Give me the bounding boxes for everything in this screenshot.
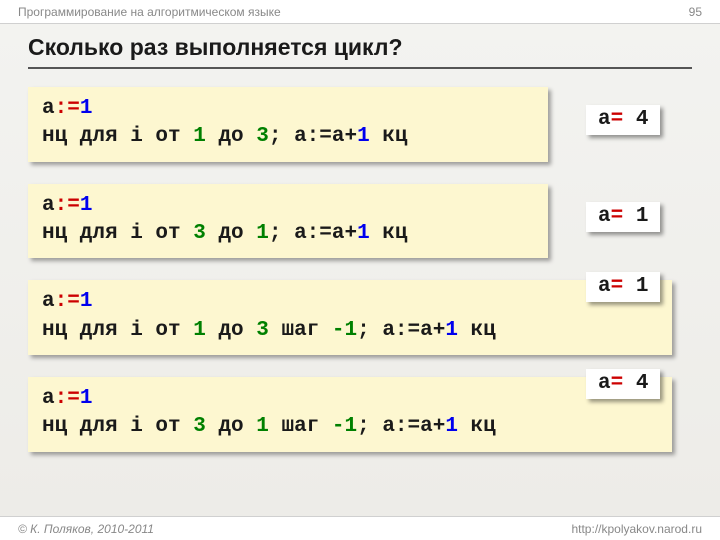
code-token: 1 [193,319,206,342]
code-line: нц для i от 3 до 1 шаг -1; a:=a+1 кц [42,413,658,441]
result-eq: = [611,372,624,395]
slide-content: Сколько раз выполняется цикл? a:=1нц для… [0,24,720,516]
footer-copyright: © К. Поляков, 2010-2011 [18,522,154,536]
code-token: кц [458,319,496,342]
code-token: до [206,319,256,342]
code-box: a:=1нц для i от 1 до 3 шаг -1; a:=a+1 кц [28,280,672,355]
result-box: a= 1 [586,272,660,302]
slide-header: Программирование на алгоритмическом язык… [0,0,720,24]
code-token: 1 [256,415,269,438]
code-token: до [206,415,256,438]
code-token: ; a:=a+ [357,415,445,438]
code-line: a:=1 [42,385,658,413]
code-token: нц для i от [42,222,193,245]
result-box: a= 4 [586,369,660,399]
code-box: a:=1нц для i от 3 до 1 шаг -1; a:=a+1 кц [28,377,672,452]
code-token: шаг [269,319,332,342]
example-row: a:=1нц для i от 1 до 3; a:=a+1 кцa= 4 [28,87,692,162]
code-token: a [42,387,55,410]
code-token: нц для i от [42,415,193,438]
result-var: a [598,205,611,228]
code-token: -1 [332,319,357,342]
code-token: нц для i от [42,125,193,148]
code-token: 1 [357,125,370,148]
header-left: Программирование на алгоритмическом язык… [18,5,281,19]
code-token: 3 [193,222,206,245]
result-var: a [598,372,611,395]
code-token: кц [458,415,496,438]
result-box: a= 1 [586,202,660,232]
code-token: кц [370,125,408,148]
example-row: a:=1нц для i от 3 до 1; a:=a+1 кцa= 1 [28,184,692,259]
result-value: 1 [623,205,648,228]
code-line: нц для i от 1 до 3; a:=a+1 кц [42,123,534,151]
code-token: 1 [80,97,93,120]
code-token: := [55,97,80,120]
code-token: -1 [332,415,357,438]
code-token: a [42,97,55,120]
slide-title: Сколько раз выполняется цикл? [28,34,692,69]
result-eq: = [611,205,624,228]
code-token: нц для i от [42,319,193,342]
code-token: 1 [193,125,206,148]
code-token: := [55,290,80,313]
code-token: кц [370,222,408,245]
result-value: 4 [623,372,648,395]
example-row: a:=1нц для i от 1 до 3 шаг -1; a:=a+1 кц… [28,280,692,355]
footer-url: http://kpolyakov.narod.ru [571,522,702,536]
code-token: ; a:=a+ [269,125,357,148]
code-box: a:=1нц для i от 1 до 3; a:=a+1 кц [28,87,548,162]
page-number: 95 [689,5,702,19]
code-token: 1 [80,387,93,410]
code-token: 1 [445,415,458,438]
code-token: шаг [269,415,332,438]
code-token: ; a:=a+ [357,319,445,342]
code-token: 1 [445,319,458,342]
code-token: := [55,194,80,217]
code-line: a:=1 [42,95,534,123]
code-token: 3 [193,415,206,438]
code-box: a:=1нц для i от 3 до 1; a:=a+1 кц [28,184,548,259]
result-eq: = [611,108,624,131]
code-line: нц для i от 1 до 3 шаг -1; a:=a+1 кц [42,317,658,345]
code-token: 1 [80,290,93,313]
result-eq: = [611,275,624,298]
code-token: до [206,222,256,245]
code-line: нц для i от 3 до 1; a:=a+1 кц [42,220,534,248]
slide-footer: © К. Поляков, 2010-2011 http://kpolyakov… [0,516,720,540]
result-value: 1 [623,275,648,298]
code-token: 1 [357,222,370,245]
code-token: 1 [80,194,93,217]
code-token: a [42,290,55,313]
result-value: 4 [623,108,648,131]
code-token: 1 [256,222,269,245]
code-token: 3 [256,319,269,342]
code-token: ; a:=a+ [269,222,357,245]
result-var: a [598,275,611,298]
code-token: 3 [256,125,269,148]
code-token: := [55,387,80,410]
code-token: до [206,125,256,148]
code-line: a:=1 [42,288,658,316]
result-box: a= 4 [586,105,660,135]
result-var: a [598,108,611,131]
example-row: a:=1нц для i от 3 до 1 шаг -1; a:=a+1 кц… [28,377,692,452]
code-token: a [42,194,55,217]
code-line: a:=1 [42,192,534,220]
